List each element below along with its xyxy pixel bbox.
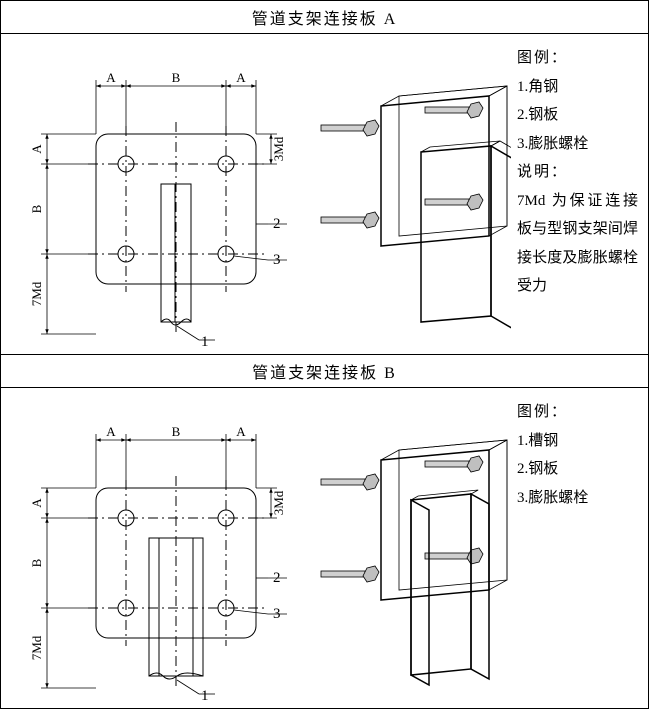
legend-list-a: 1.角钢2.钢板3.膨胀螺栓 — [517, 73, 638, 159]
legend-item: 3.膨胀螺栓 — [517, 130, 638, 159]
note-header: 说明： — [517, 158, 638, 187]
svg-text:A: A — [236, 424, 246, 439]
panel-b-title: 管道支架连接板 B — [1, 355, 648, 388]
svg-text:B: B — [29, 558, 44, 567]
svg-text:1: 1 — [201, 688, 209, 704]
note-text: 7Md 为保证连接板与型钢支架间焊接长度及膨胀螺栓受力 — [517, 187, 638, 301]
svg-text:3Md: 3Md — [271, 490, 286, 515]
svg-text:1: 1 — [201, 334, 209, 350]
svg-text:A: A — [29, 498, 44, 508]
legend-header: 图例： — [517, 44, 638, 73]
svg-text:2: 2 — [273, 216, 281, 232]
panel-b: 管道支架连接板 B A B A A B 7Md 3Md 2 3 1 图例： 1.槽钢2.钢板3.膨… — [1, 355, 648, 708]
panel-b-text: 图例： 1.槽钢2.钢板3.膨胀螺栓 — [511, 388, 648, 708]
svg-text:B: B — [29, 204, 44, 213]
legend-list-b: 1.槽钢2.钢板3.膨胀螺栓 — [517, 427, 638, 513]
panel-a-iso-view — [301, 34, 511, 354]
panel-a: 管道支架连接板 A A B A A B 7Md 3Md 2 3 1 图例： 1.角钢2.钢板3.膨… — [1, 1, 648, 355]
legend-item: 2.钢板 — [517, 455, 638, 484]
svg-text:2: 2 — [273, 570, 281, 586]
legend-item: 3.膨胀螺栓 — [517, 484, 638, 513]
panel-a-title: 管道支架连接板 A — [1, 1, 648, 34]
svg-text:7Md: 7Md — [29, 281, 44, 306]
panel-a-front-view: A B A A B 7Md 3Md 2 3 1 — [1, 34, 301, 354]
drawing-sheet: 管道支架连接板 A ABAAB7Md3Md231 图例： 1.角钢2.钢板3.膨… — [0, 0, 649, 709]
panel-b-front-view: A B A A B 7Md 3Md 2 3 1 — [1, 388, 301, 708]
svg-text:B: B — [172, 424, 181, 439]
svg-text:B: B — [172, 70, 181, 85]
panel-a-text: 图例： 1.角钢2.钢板3.膨胀螺栓 说明： 7Md 为保证连接板与型钢支架间焊… — [511, 34, 648, 354]
panel-b-iso-view — [301, 388, 511, 708]
svg-text:A: A — [29, 144, 44, 154]
svg-text:A: A — [106, 424, 116, 439]
legend-item: 1.角钢 — [517, 73, 638, 102]
legend-item: 1.槽钢 — [517, 427, 638, 456]
svg-text:3: 3 — [273, 252, 281, 268]
legend-header: 图例： — [517, 398, 638, 427]
svg-text:A: A — [236, 70, 246, 85]
svg-text:7Md: 7Md — [29, 635, 44, 660]
svg-text:3Md: 3Md — [271, 136, 286, 161]
svg-text:3: 3 — [273, 606, 281, 622]
legend-item: 2.钢板 — [517, 101, 638, 130]
svg-text:A: A — [106, 70, 116, 85]
